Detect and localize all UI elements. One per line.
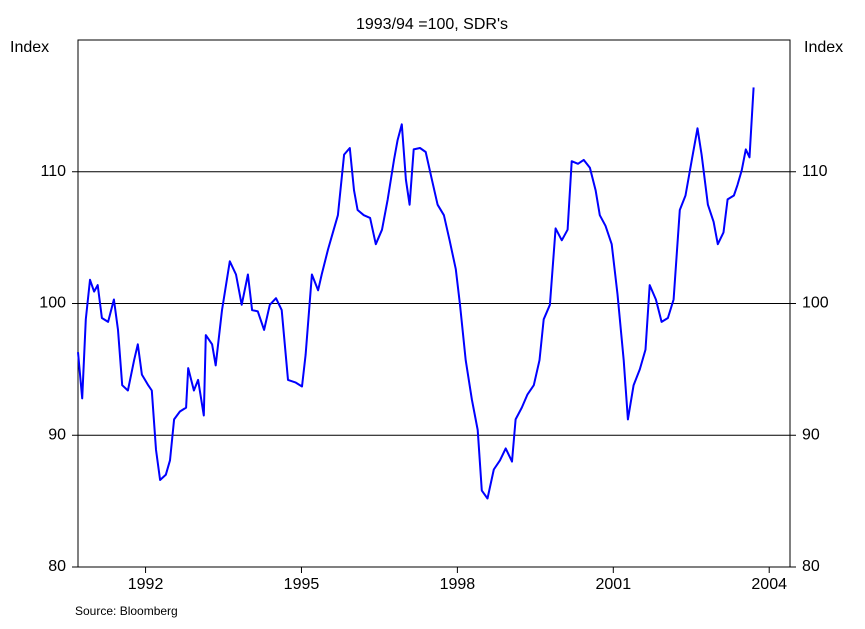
x-tick-label: 1992: [128, 576, 164, 593]
y-tick-label: 100: [39, 295, 66, 312]
y-axis-label: Index: [10, 39, 49, 56]
x-tick-label: 1995: [284, 576, 320, 593]
y-tick-label: 110: [40, 163, 66, 180]
y2-tick-label: 80: [802, 558, 820, 575]
data-line: [77, 87, 755, 500]
source-note: Source: Bloomberg: [75, 604, 178, 618]
x-tick-label: 2001: [596, 576, 632, 593]
y2-tick-label: 110: [802, 163, 828, 180]
y2-tick-label: 90: [802, 426, 820, 443]
y2-tick-label: 100: [802, 295, 829, 312]
plot-frame: [77, 39, 791, 568]
x-tick-label: 1998: [440, 576, 476, 593]
chart-subtitle: 1993/94 =100, SDR's: [356, 16, 508, 33]
x-tick-label: 2004: [751, 576, 787, 593]
y-tick-label: 90: [48, 426, 66, 443]
y-tick-label: 80: [48, 558, 66, 575]
y2-axis-label: Index: [804, 39, 843, 56]
